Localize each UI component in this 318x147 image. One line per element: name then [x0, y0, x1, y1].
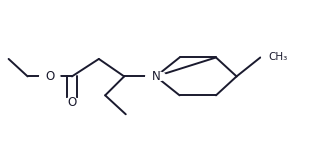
- Circle shape: [40, 72, 60, 81]
- Text: O: O: [45, 70, 54, 83]
- Circle shape: [62, 98, 82, 107]
- Text: O: O: [67, 96, 77, 109]
- Text: CH₃: CH₃: [268, 52, 287, 62]
- Circle shape: [262, 50, 294, 65]
- Circle shape: [146, 72, 166, 81]
- Text: N: N: [151, 70, 160, 83]
